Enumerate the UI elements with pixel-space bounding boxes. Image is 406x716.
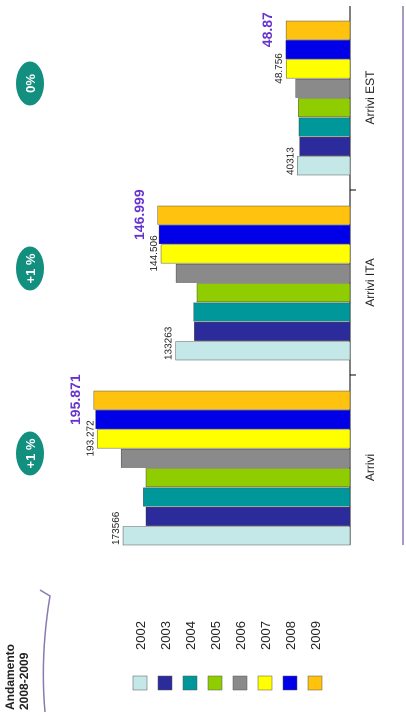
bar <box>194 322 351 341</box>
legend-title: Andamento <box>3 644 17 710</box>
legend-label: 2006 <box>233 621 248 650</box>
badge <box>16 61 44 106</box>
bar <box>286 59 351 79</box>
bar <box>97 429 351 449</box>
legend-bracket <box>39 589 51 713</box>
badge-label: 0% <box>23 74 38 93</box>
bar <box>297 156 351 176</box>
value-label: 48.87 <box>259 12 275 47</box>
legend-label: 2004 <box>183 621 198 650</box>
x-tick-label: Arrivi ITA <box>363 258 377 306</box>
bar <box>175 341 351 361</box>
value-label: 146.999 <box>131 189 147 240</box>
value-label: 193.272 <box>85 420 96 457</box>
bar <box>143 487 351 507</box>
bar <box>93 390 351 410</box>
bar <box>157 205 351 225</box>
legend-title: 2008-2009 <box>17 652 31 710</box>
legend-label: 2005 <box>208 621 223 650</box>
legend-swatch <box>132 675 148 691</box>
legend-label: 2008 <box>283 621 298 650</box>
x-tick-label: Arrivi <box>363 454 377 481</box>
value-label: 173566 <box>111 511 122 545</box>
bar <box>285 20 351 40</box>
badge <box>16 246 44 291</box>
bar <box>193 302 351 322</box>
bar <box>298 98 351 118</box>
badge <box>16 431 44 476</box>
bar <box>95 410 351 429</box>
legend-swatch <box>282 675 298 691</box>
value-label: 144.506 <box>149 235 160 272</box>
legend-swatch <box>182 675 198 691</box>
bar <box>298 117 351 137</box>
value-label: 48.756 <box>274 53 285 84</box>
legend-swatch <box>207 675 223 691</box>
rotated-chart: Andamento 2008-2009 2002 2003 2004 2005 2006… <box>3 6 404 713</box>
bar <box>299 137 351 156</box>
legend-swatch <box>307 675 323 691</box>
bar <box>145 468 351 488</box>
legend-label: 2007 <box>258 621 273 650</box>
badge-label: +1 % <box>23 438 38 468</box>
bar <box>175 263 351 283</box>
bar <box>158 225 351 244</box>
bar <box>160 244 351 264</box>
value-label: 133263 <box>164 326 175 360</box>
legend-swatch <box>232 675 248 691</box>
badge-label: +1 % <box>23 253 38 283</box>
bar <box>295 78 351 98</box>
legend-swatch <box>157 675 173 691</box>
bar <box>285 40 351 59</box>
legend-label: 2003 <box>158 621 173 650</box>
bar <box>196 283 351 303</box>
value-label: 195.871 <box>67 374 83 425</box>
x-tick-label: Arrivi EST <box>363 70 377 125</box>
bar <box>145 507 351 526</box>
legend-label: 2009 <box>308 621 323 650</box>
value-label: 40313 <box>285 147 296 175</box>
bar <box>122 526 351 546</box>
legend-label: 2002 <box>133 621 148 650</box>
legend-swatch <box>257 675 273 691</box>
bar <box>120 448 351 468</box>
